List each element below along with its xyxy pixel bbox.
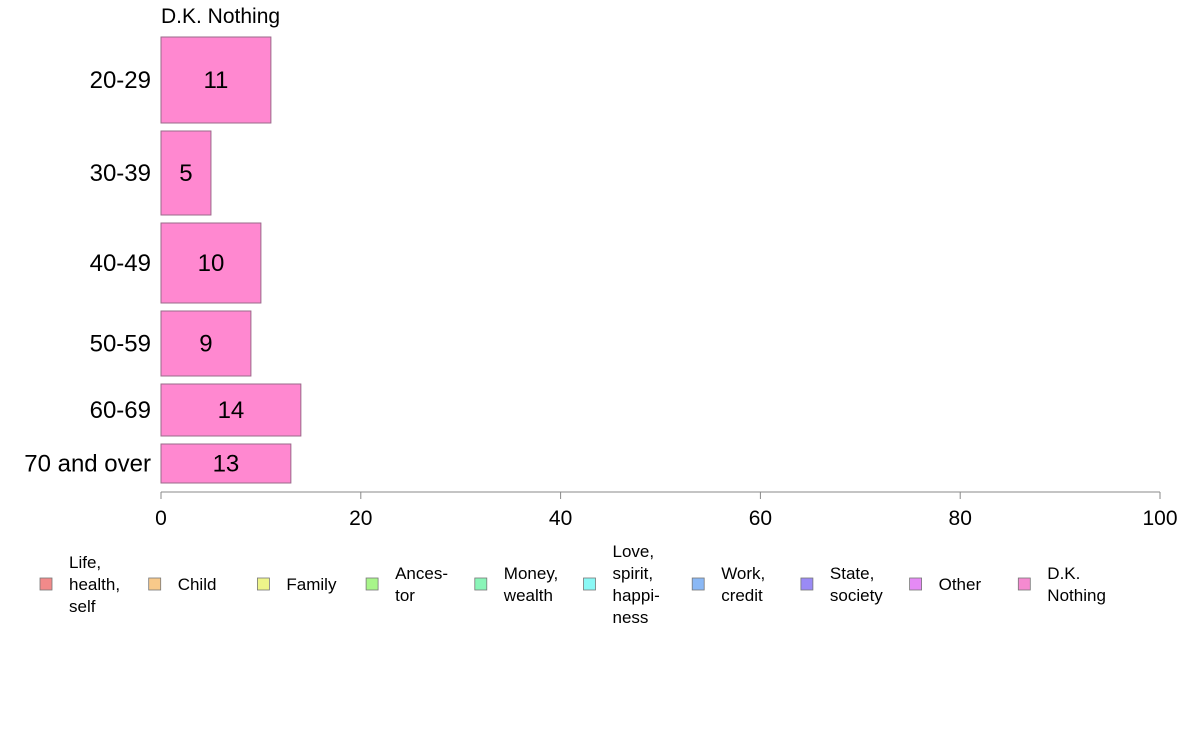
bar-40-49 <box>160 222 262 304</box>
legend-swatch-9 <box>909 577 922 591</box>
bar-value-label: 10 <box>198 250 225 277</box>
legend-label: Love, <box>613 542 655 561</box>
legend-swatch-2 <box>148 577 162 591</box>
bar-value-label: 13 <box>213 451 240 478</box>
x-tick-label: 20 <box>349 507 372 530</box>
x-tick-label: 100 <box>1142 507 1177 530</box>
legend-swatch-7 <box>691 577 705 591</box>
bar-70-and-over <box>160 443 292 484</box>
legend-label: happi- <box>613 586 660 605</box>
bar-value-label: 9 <box>199 331 212 358</box>
legend-label: State, <box>830 564 874 583</box>
legend-label: wealth <box>503 586 553 605</box>
x-tick-label: 60 <box>749 507 772 530</box>
legend-label: Nothing <box>1047 586 1106 605</box>
legend-swatch-1 <box>39 577 53 591</box>
legend-label: D.K. <box>1047 564 1080 583</box>
bar-50-59 <box>160 310 252 377</box>
bar-value-label: 14 <box>218 397 245 424</box>
category-label: 40-49 <box>90 250 151 277</box>
x-tick-label: 0 <box>155 507 167 530</box>
bar-value-label: 11 <box>203 67 228 94</box>
legend-swatch-6 <box>583 577 596 591</box>
category-label: 70 and over <box>24 451 151 478</box>
legend-label: society <box>830 586 883 605</box>
category-label: 50-59 <box>90 331 151 358</box>
legend-swatch-5 <box>474 577 488 591</box>
bar-30-39 <box>160 130 212 216</box>
legend-label: Work, <box>721 564 765 583</box>
legend-swatch-3 <box>256 577 270 591</box>
legend-label: ness <box>613 608 649 627</box>
legend-label: spirit, <box>613 564 654 583</box>
category-label: 20-29 <box>90 67 151 94</box>
legend-label: Life, <box>69 553 101 572</box>
category-label: 30-39 <box>90 160 151 187</box>
legend-swatch-4 <box>365 577 379 591</box>
legend-label: Ances- <box>395 564 448 583</box>
legend-label: Family <box>286 575 337 594</box>
x-tick-label: 80 <box>949 507 972 530</box>
legend-label: credit <box>721 586 763 605</box>
legend-swatch-8 <box>800 577 814 591</box>
category-label: 60-69 <box>90 397 151 424</box>
bar-20-29 <box>160 36 272 124</box>
legend-label: tor <box>395 586 415 605</box>
legend-label: self <box>69 597 96 616</box>
x-tick-label: 40 <box>549 507 572 530</box>
legend-label: health, <box>69 575 120 594</box>
legend-swatch-10 <box>1017 577 1031 591</box>
bar-value-label: 5 <box>179 160 192 187</box>
legend-label: Money, <box>504 564 559 583</box>
chart-title: D.K. Nothing <box>161 5 280 28</box>
legend-label: Other <box>939 575 982 594</box>
bar-60-69 <box>160 383 302 437</box>
legend-label: Child <box>178 575 217 594</box>
